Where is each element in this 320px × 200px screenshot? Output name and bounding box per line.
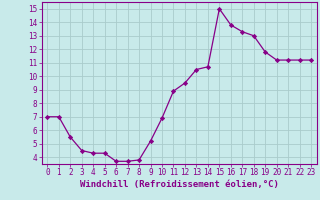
X-axis label: Windchill (Refroidissement éolien,°C): Windchill (Refroidissement éolien,°C)	[80, 180, 279, 189]
